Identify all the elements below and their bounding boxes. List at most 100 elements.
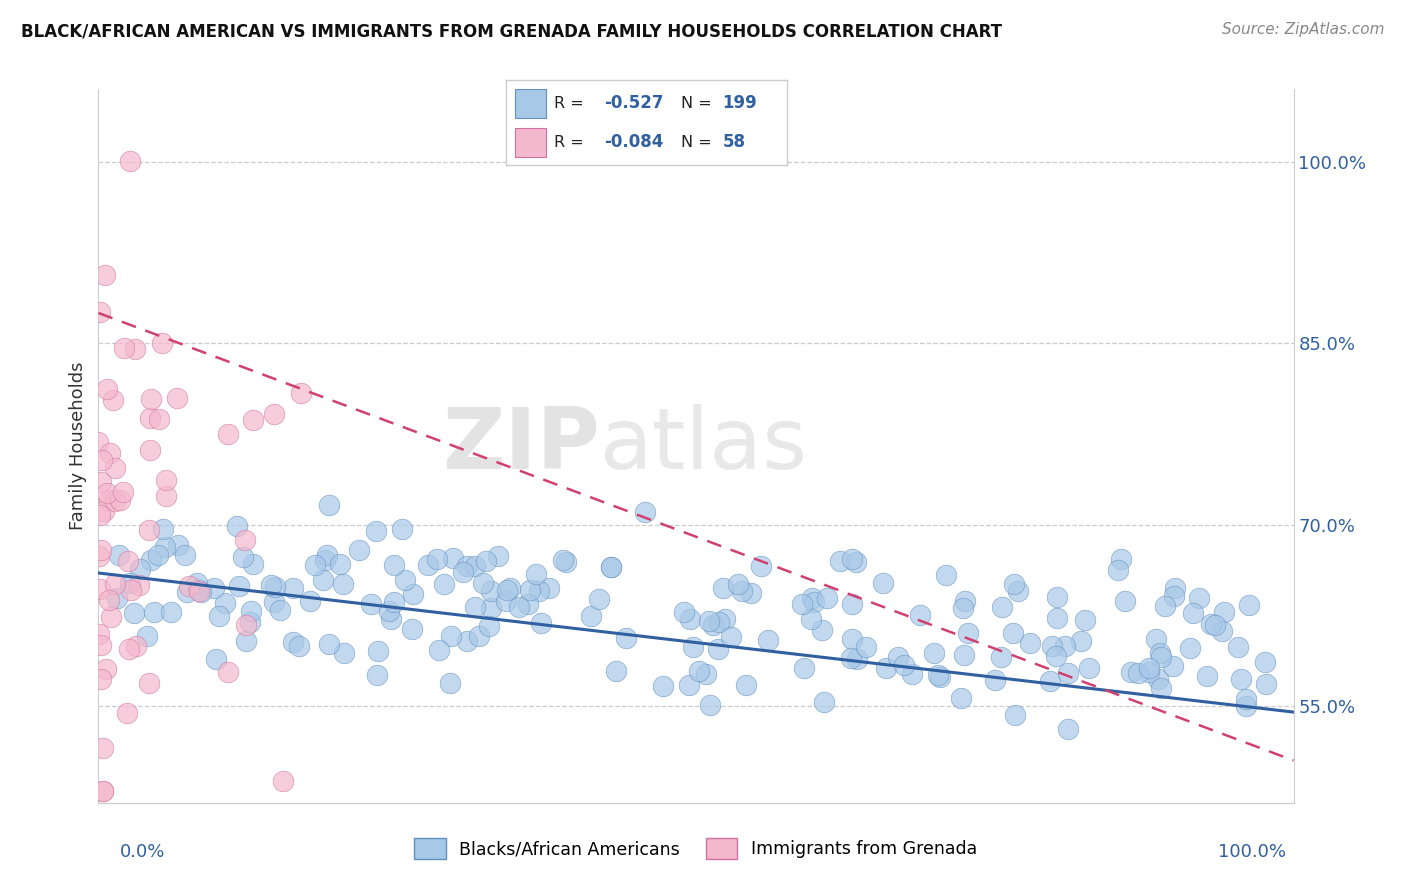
Point [104, 576, 127, 591]
Point [900, 667, 922, 681]
Point [111, 484, 134, 499]
Point [479, 584, 502, 599]
Point [217, 665, 239, 680]
Text: R =: R = [554, 135, 583, 150]
Point [239, 615, 262, 629]
Point [1126, 665, 1149, 680]
Point [672, 605, 695, 619]
FancyBboxPatch shape [515, 89, 546, 118]
Point [496, 583, 519, 598]
Point [1144, 632, 1167, 647]
Legend: Blacks/African Americans, Immigrants from Grenada: Blacks/African Americans, Immigrants fro… [408, 831, 984, 865]
Point [90, 638, 112, 652]
Point [91, 453, 114, 467]
Point [1109, 552, 1132, 566]
Point [800, 612, 823, 626]
Point [318, 637, 340, 651]
Point [96, 485, 118, 500]
Point [1234, 692, 1257, 706]
Point [264, 580, 287, 594]
Point [281, 635, 304, 649]
Point [605, 664, 627, 678]
Point [756, 633, 779, 648]
Point [94, 662, 117, 676]
Point [299, 594, 322, 608]
Point [128, 578, 150, 592]
Point [815, 591, 838, 605]
Point [991, 600, 1014, 615]
Point [517, 597, 540, 611]
Point [481, 601, 503, 615]
Point [1045, 648, 1067, 663]
Point [1149, 646, 1171, 660]
Point [228, 579, 250, 593]
Text: -0.084: -0.084 [605, 133, 664, 151]
Point [1139, 665, 1161, 679]
Point [138, 676, 160, 690]
Point [841, 597, 863, 611]
Point [188, 584, 211, 599]
Point [702, 618, 724, 632]
Point [90, 542, 112, 557]
Point [579, 609, 602, 624]
Point [202, 581, 225, 595]
Point [332, 577, 354, 591]
Point [364, 524, 387, 538]
Point [1150, 681, 1173, 696]
Point [875, 661, 897, 675]
Point [377, 603, 399, 617]
Text: 58: 58 [723, 133, 745, 151]
Point [103, 393, 125, 408]
Point [142, 606, 165, 620]
Point [553, 553, 575, 567]
Point [217, 426, 239, 441]
Point [93, 783, 115, 797]
Point [792, 597, 814, 611]
Point [239, 603, 262, 617]
Point [678, 678, 700, 692]
Point [314, 553, 336, 567]
Point [478, 619, 501, 633]
Point [486, 549, 509, 563]
Point [1046, 611, 1069, 625]
Point [312, 573, 335, 587]
Point [682, 640, 704, 655]
Point [139, 392, 162, 406]
Point [633, 505, 655, 519]
Point [146, 548, 169, 562]
Point [1007, 584, 1029, 599]
Point [124, 342, 146, 356]
Point [333, 646, 356, 660]
Point [679, 612, 702, 626]
Point [148, 412, 170, 426]
Point [104, 493, 127, 508]
Point [235, 633, 257, 648]
Point [1107, 563, 1129, 577]
Point [263, 407, 285, 421]
Point [1254, 656, 1277, 670]
Point [735, 678, 758, 692]
Y-axis label: Family Households: Family Households [69, 362, 87, 530]
Point [1002, 625, 1025, 640]
Point [813, 695, 835, 709]
Point [1188, 591, 1211, 605]
Point [96, 382, 118, 396]
Point [120, 154, 142, 169]
Point [749, 559, 772, 574]
Point [952, 601, 974, 615]
Point [155, 489, 177, 503]
Point [214, 596, 236, 610]
Point [347, 542, 370, 557]
Point [714, 612, 737, 626]
Point [190, 585, 212, 599]
Point [508, 599, 530, 614]
Point [118, 576, 141, 591]
Point [271, 773, 294, 788]
Point [529, 583, 551, 598]
Point [1077, 661, 1099, 675]
Text: 100.0%: 100.0% [1219, 843, 1286, 861]
Point [464, 559, 486, 574]
Point [537, 582, 560, 596]
Point [153, 541, 176, 555]
Point [367, 644, 389, 658]
